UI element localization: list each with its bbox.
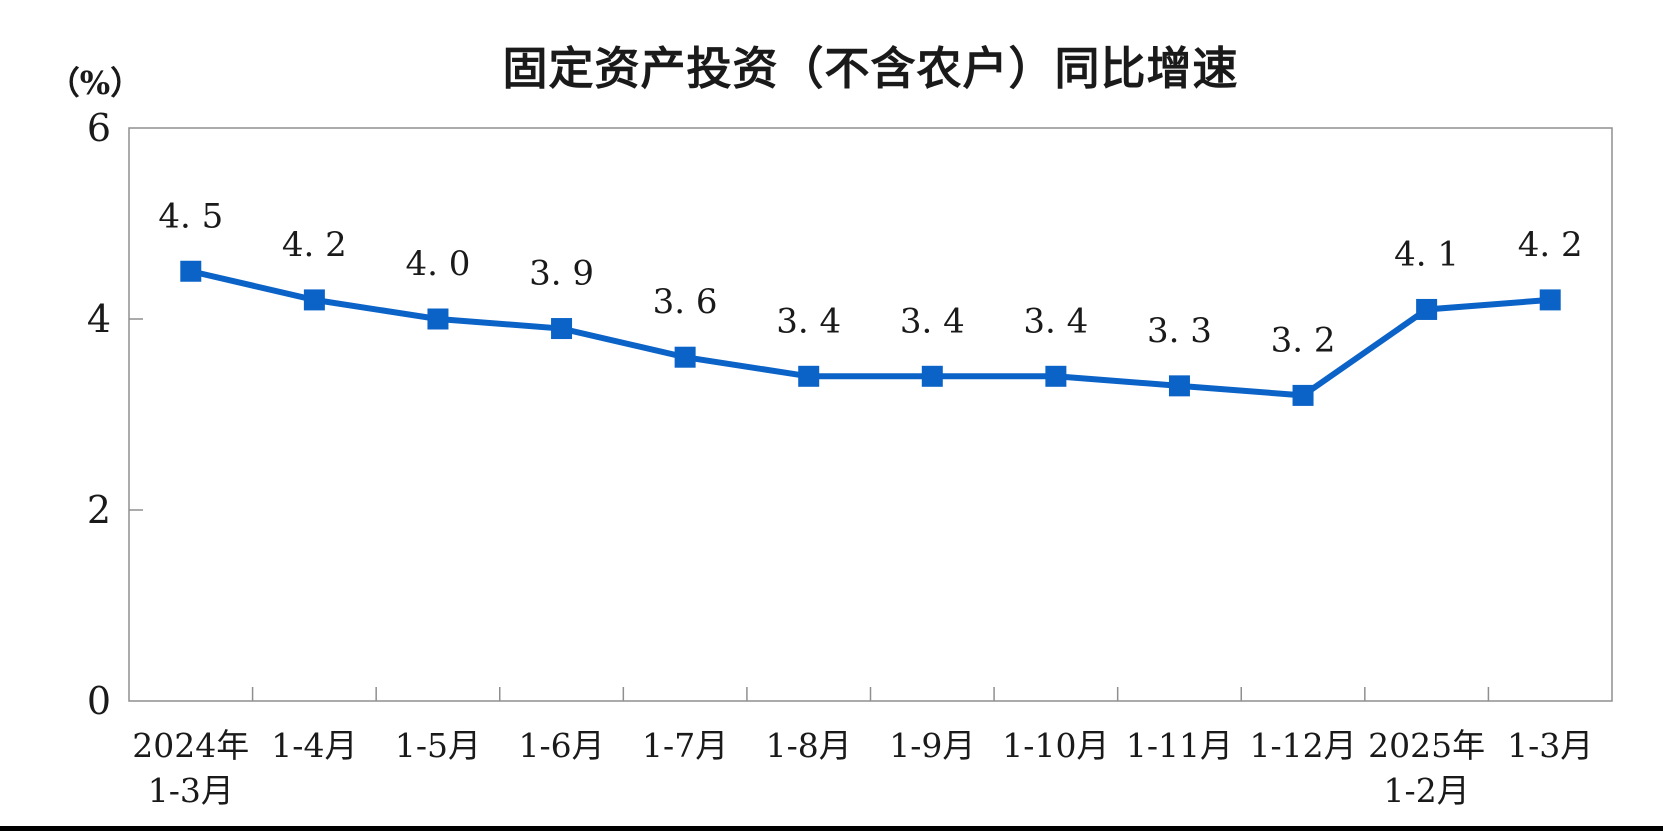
x-axis-label: 2024年	[132, 726, 249, 765]
x-axis-label: 1-10月	[1002, 726, 1109, 765]
x-axis-label: 1-4月	[271, 726, 357, 765]
x-axis-label: 1-6月	[518, 726, 604, 765]
data-point-label: 3. 6	[653, 282, 718, 322]
data-point-marker	[551, 318, 573, 340]
data-point-label: 3. 4	[900, 301, 965, 341]
data-point-label: 3. 4	[1023, 301, 1088, 341]
data-point-marker	[427, 308, 449, 330]
data-point-marker	[1045, 365, 1067, 387]
x-axis-label: 1-12月	[1249, 726, 1356, 765]
data-point-label: 4. 2	[1518, 225, 1583, 265]
data-point-marker	[1539, 289, 1561, 311]
y-axis-unit-label: （%）	[47, 64, 143, 102]
y-axis-tick-label: 2	[87, 488, 111, 532]
x-axis-label: 2025年	[1368, 726, 1485, 765]
data-point-marker	[921, 365, 943, 387]
chart-title: 固定资产投资（不含农户）同比增速	[502, 42, 1239, 95]
data-point-marker	[303, 289, 325, 311]
data-point-label: 3. 4	[776, 301, 841, 341]
bottom-divider	[0, 826, 1663, 831]
data-point-marker	[674, 346, 696, 368]
data-line	[190, 268, 1551, 399]
y-axis-tick-label: 6	[87, 106, 111, 150]
y-axis-tick-label: 0	[87, 679, 111, 723]
y-axis-tick-label: 4	[87, 297, 111, 341]
data-point-label: 3. 9	[529, 254, 594, 294]
chart-frame	[128, 127, 1613, 702]
data-point-marker	[798, 365, 820, 387]
x-axis-label: 1-11月	[1126, 726, 1233, 765]
data-point-label: 4. 1	[1394, 234, 1459, 274]
data-point-marker	[1416, 298, 1438, 320]
data-point-label: 4. 0	[406, 244, 471, 284]
data-point-marker	[180, 260, 202, 282]
x-axis-label: 1-7月	[642, 726, 728, 765]
data-point-marker	[1168, 375, 1190, 397]
x-axis-label: 1-5月	[395, 726, 481, 765]
x-axis-label: 1-2月	[1384, 771, 1470, 810]
x-axis-label: 1-3月	[1507, 726, 1593, 765]
data-point-marker	[1292, 384, 1314, 406]
x-axis-label: 1-8月	[766, 726, 852, 765]
data-point-label: 3. 3	[1147, 311, 1212, 351]
x-axis-label: 1-3月	[148, 771, 234, 810]
data-point-label: 4. 5	[158, 196, 223, 236]
data-point-label: 4. 2	[282, 225, 347, 265]
data-point-label: 3. 2	[1271, 320, 1336, 360]
x-axis-label: 1-9月	[889, 726, 975, 765]
